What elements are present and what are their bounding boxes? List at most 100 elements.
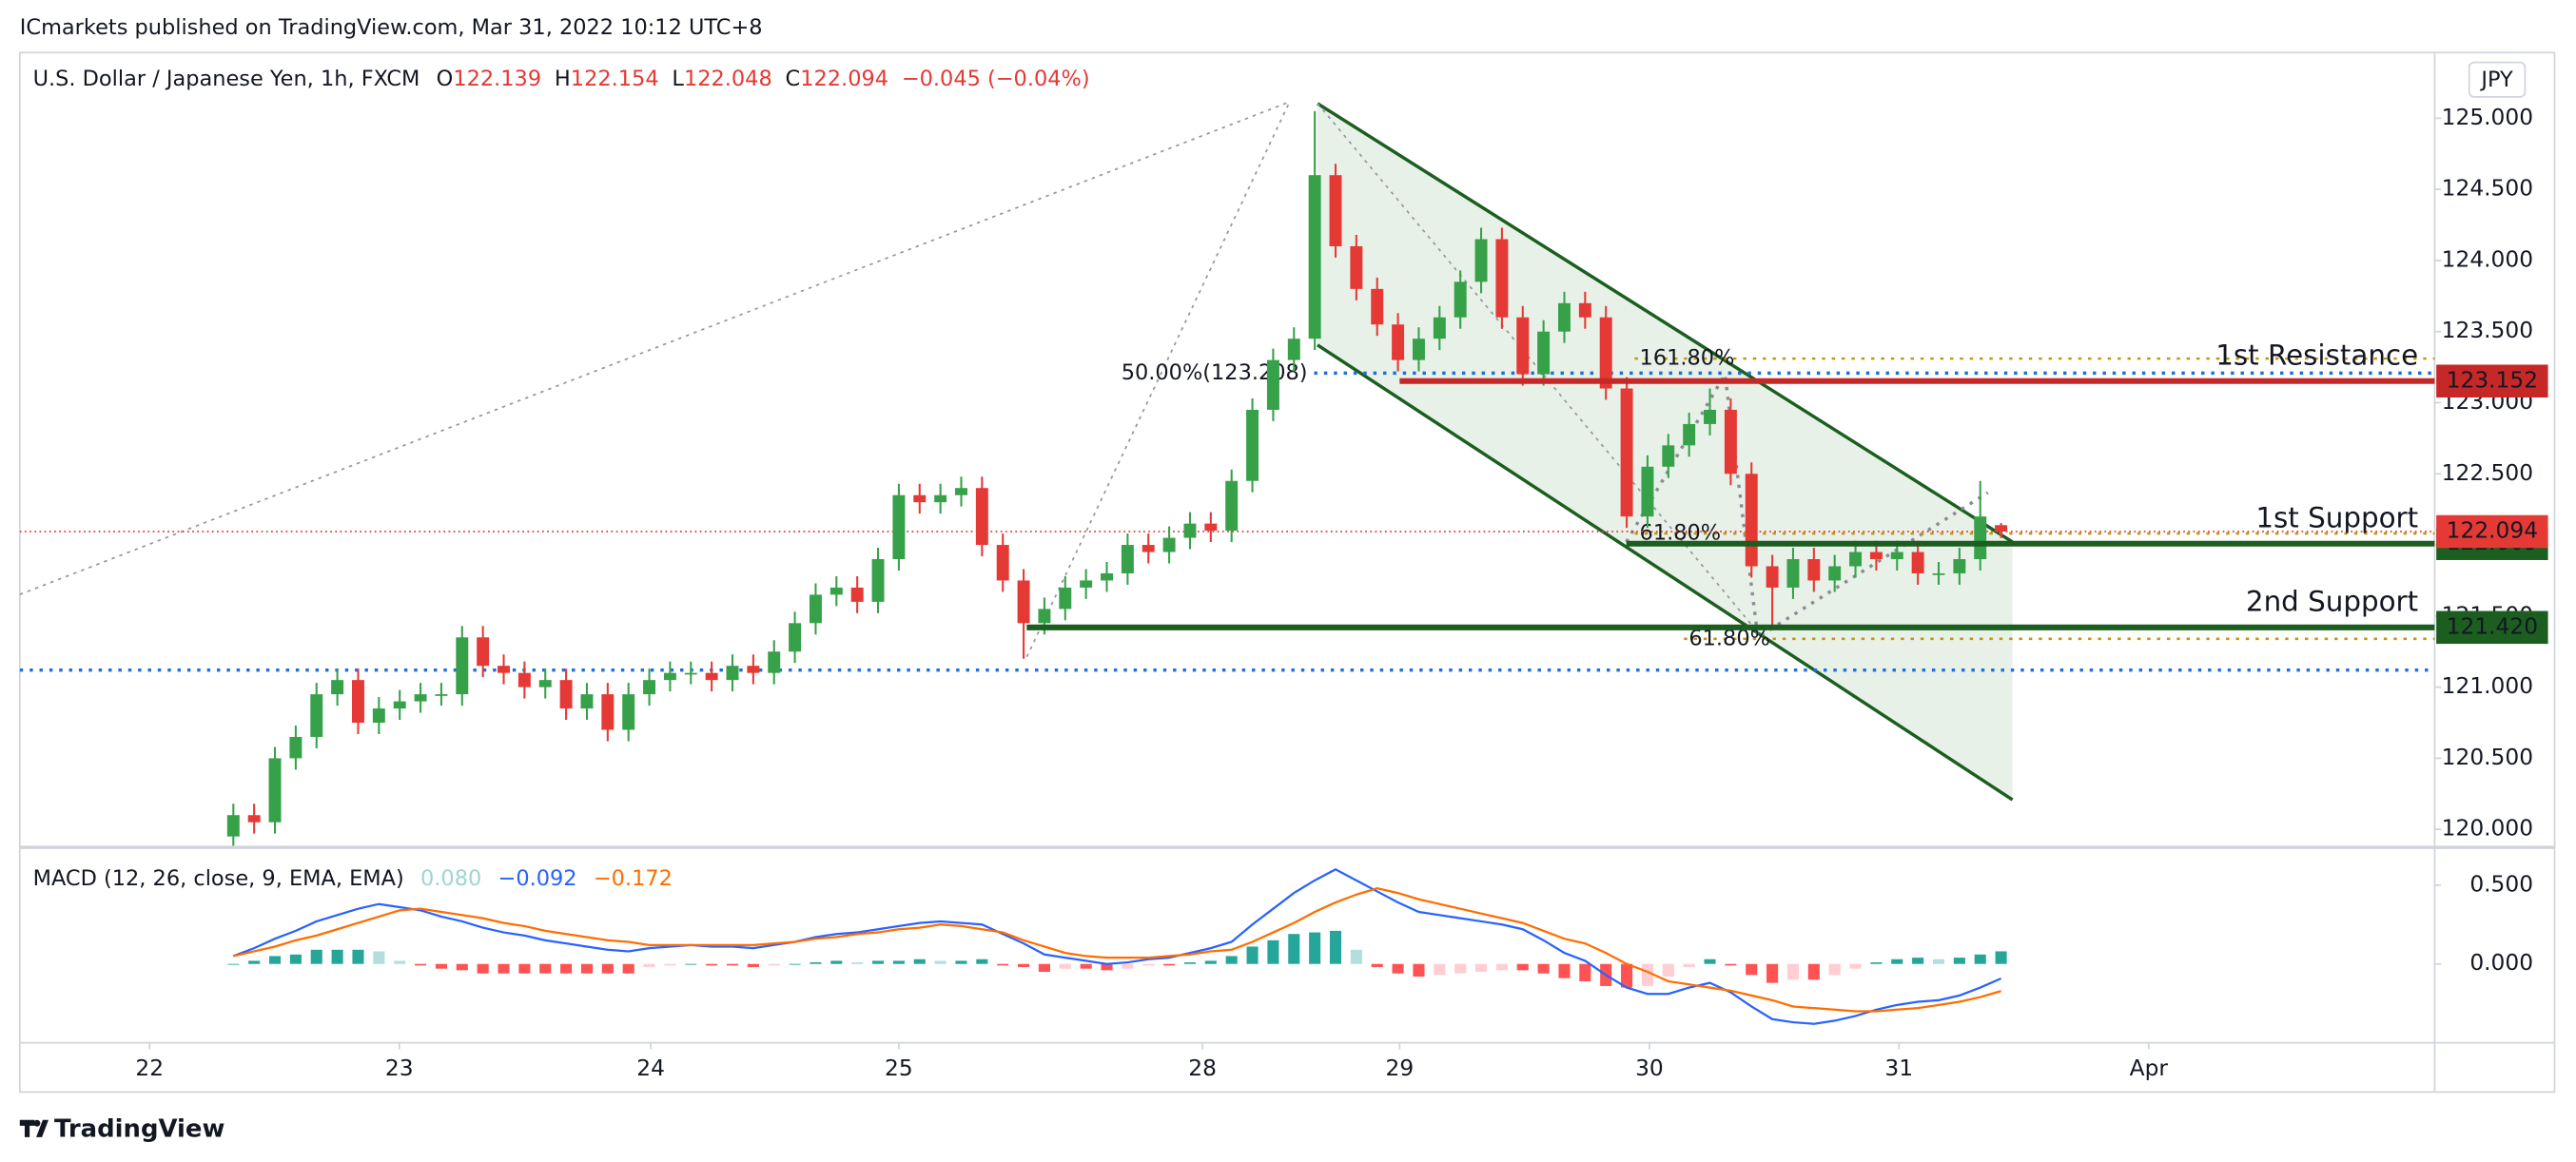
candle-body <box>1101 572 1113 581</box>
candle-body <box>247 815 261 823</box>
ohlc-value: 122.094 <box>800 66 888 90</box>
macd-histogram-bar <box>1849 963 1862 969</box>
macd-histogram-bar <box>1766 963 1779 983</box>
symbol: U.S. Dollar / Japanese Yen, 1h, FXCM <box>33 66 420 90</box>
logo <box>19 1119 49 1137</box>
candle-body <box>1183 523 1197 538</box>
candle-body <box>1392 324 1405 360</box>
macd-histogram-bar <box>415 963 427 966</box>
macd-histogram-bar <box>1683 963 1695 968</box>
macd-y-tick-label: 0.500 <box>2469 871 2533 897</box>
candle-body <box>1704 409 1716 424</box>
x-tick-label: 29 <box>1386 1055 1415 1081</box>
macd-histogram-bar <box>310 949 322 964</box>
macd-line <box>233 886 2001 1013</box>
macd-histogram-bar <box>1392 963 1404 974</box>
macd-histogram-bar <box>1288 934 1300 964</box>
candle-body <box>1204 523 1218 532</box>
macd-histogram-bar <box>539 963 552 974</box>
macd-histogram-bar <box>1080 963 1092 969</box>
macd-histogram-bar <box>871 960 885 964</box>
candle-body <box>1433 317 1446 339</box>
macd-histogram-bar <box>1786 963 1800 980</box>
frame <box>18 51 2556 1094</box>
macd-histogram-bar <box>726 963 739 966</box>
macd-histogram-bar <box>331 949 343 964</box>
candle-body <box>372 708 385 724</box>
candle-body <box>1537 331 1551 375</box>
candle-body <box>1641 466 1654 517</box>
macd-histogram-bar <box>1641 963 1653 986</box>
macd-histogram-bar <box>934 960 946 964</box>
candle-body <box>1932 572 1945 575</box>
level-name: 1st Resistance <box>2215 339 2418 371</box>
ohlc-key: C <box>786 66 801 90</box>
macd-histogram-bar <box>1621 963 1633 988</box>
candle-body <box>955 488 967 495</box>
macd-histogram-bar <box>373 951 385 964</box>
levels: 1st Resistance 1st Support 2nd Support <box>1026 339 2435 630</box>
macd-pane <box>227 867 2007 1025</box>
macd-title: MACD (12, 26, close, 9, EMA, EMA) <box>33 865 404 890</box>
candle-body <box>1080 580 1093 588</box>
y-tick-label: 124.500 <box>2442 176 2533 202</box>
candle-body <box>1599 317 1612 389</box>
candle-body <box>913 494 927 503</box>
macd-histogram-bar <box>435 963 447 969</box>
candle-body <box>829 587 843 595</box>
candle-body <box>1849 552 1863 567</box>
candle-body <box>559 680 573 709</box>
candle-body <box>1017 580 1030 624</box>
macd-histogram-bar <box>1142 963 1155 966</box>
candle-body <box>705 672 718 681</box>
candle-body <box>1474 239 1488 282</box>
macd-histogram-bar <box>1038 963 1050 973</box>
candle-body <box>435 694 448 696</box>
y-tick-label: 123.500 <box>2442 318 2533 343</box>
candle-body <box>580 694 594 709</box>
fib-trend-line <box>1025 101 1291 658</box>
x-tick-label: 30 <box>1635 1055 1664 1081</box>
macd-histogram-bar <box>352 949 364 964</box>
currency-box[interactable] <box>2468 61 2527 98</box>
candle-body <box>1807 559 1821 581</box>
x-tick-label: 23 <box>385 1055 414 1081</box>
macd-histogram-bar <box>1267 939 1279 964</box>
level-name: 2nd Support <box>2246 585 2418 617</box>
macd-histogram-bar <box>1309 932 1321 964</box>
macd-histogram-bar <box>1454 963 1467 974</box>
macd-histogram-bar <box>1974 954 1986 964</box>
macd-histogram-bar <box>227 963 240 965</box>
candle-body <box>850 587 864 602</box>
macd-histogram-bar <box>1122 963 1134 969</box>
ohlc-value: 122.048 <box>684 66 772 90</box>
macd-histogram-bar <box>1537 963 1550 974</box>
level-badge-label: 123.152 <box>2447 367 2538 393</box>
candle-body <box>871 559 885 602</box>
logo-mark <box>19 1119 49 1137</box>
macd-histogram-bar <box>560 963 573 974</box>
macd-histogram-bar <box>830 960 843 964</box>
candle-body <box>1911 552 1924 573</box>
candle-body <box>1454 281 1467 318</box>
candle-body <box>498 666 510 673</box>
y-tick-label: 125.000 <box>2442 105 2533 130</box>
macd-histogram-bar <box>1746 963 1758 976</box>
candle-body <box>1890 552 1903 560</box>
candle-body <box>1766 566 1779 588</box>
y-tick-label: 124.000 <box>2442 246 2533 272</box>
macd-histogram-bar <box>1558 963 1571 978</box>
candle-body <box>1371 288 1384 325</box>
macd-histogram-bar <box>1807 963 1820 980</box>
candle-body <box>789 623 802 652</box>
y-tick-label: 121.000 <box>2442 673 2533 699</box>
macd-histogram-bar <box>1163 963 1176 966</box>
candle-body <box>726 666 739 681</box>
macd-histogram-bar <box>913 959 926 964</box>
candle-body <box>1495 239 1509 318</box>
macd-histogram-bar <box>248 960 261 964</box>
symbol-header: U.S. Dollar / Japanese Yen, 1h, FXCM O122… <box>33 66 1090 90</box>
candle-body <box>1662 445 1675 467</box>
logo-dot <box>33 1119 41 1127</box>
candles <box>226 110 2008 846</box>
